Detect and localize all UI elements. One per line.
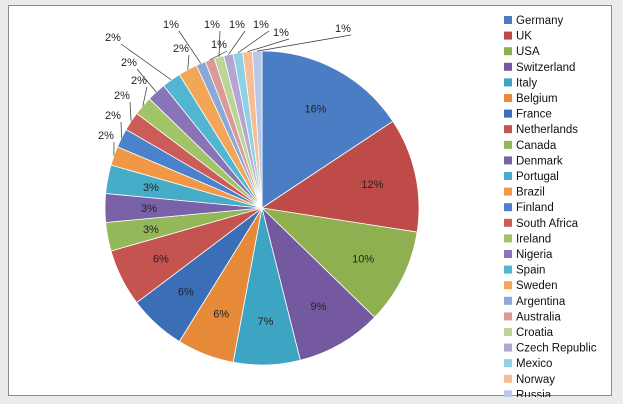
legend-label-finland: Finland [516, 202, 554, 214]
slice-label-australia: 1% [211, 39, 227, 51]
leader-line-spain [120, 43, 172, 81]
leader-lines [113, 30, 352, 156]
legend-label-netherlands: Netherlands [516, 124, 578, 136]
leader-line-sweden [187, 54, 190, 70]
legend-label-mexico: Mexico [516, 358, 552, 370]
legend-label-brazil: Brazil [516, 187, 545, 199]
legend-swatch-australia [504, 312, 512, 321]
legend-swatch-norway [504, 374, 512, 383]
slice-label-spain: 2% [105, 32, 121, 44]
slice-label-norway: 1% [273, 27, 289, 39]
slice-label-switzerland: 9% [311, 301, 327, 313]
legend-label-switzerland: Switzerland [516, 62, 575, 74]
slice-label-canada: 3% [143, 224, 159, 236]
legend-swatch-finland [504, 203, 512, 212]
pie-slice-russia [251, 50, 263, 209]
legend-label-czech-republic: Czech Republic [516, 343, 597, 355]
legend-swatch-mexico [504, 359, 512, 368]
pie-chart: 16%12%10%9%7%6%6%6%3%3%3%2%2%2%2%2%2%2%1… [98, 15, 597, 397]
slice-label-italy: 7% [258, 316, 274, 328]
leader-line-croatia [218, 30, 221, 58]
leader-line-australia [209, 50, 228, 61]
legend-swatch-russia [504, 390, 512, 397]
pie-slice-uk [260, 120, 420, 233]
leader-line-finland [120, 121, 122, 139]
legend-swatch-argentina [504, 296, 512, 305]
slice-label-argentina: 1% [163, 19, 179, 31]
legend-swatch-switzerland [504, 62, 512, 71]
legend-swatch-belgium [504, 94, 512, 102]
slice-label-france: 6% [178, 287, 194, 299]
chart-frame: 16% 12% 10% 9% 7% 6% 6% 6% 3% 3% 3% 2% 2% 2% 2% 2% 2% 2% 1… [8, 5, 612, 397]
pie-slice-germany [261, 50, 394, 209]
legend-label-portugal: Portugal [516, 171, 559, 183]
legend-swatch-uk [504, 31, 512, 40]
slice-label-portugal: 3% [143, 182, 159, 194]
slice-label-ireland: 2% [131, 75, 147, 87]
slice-label-croatia: 1% [204, 19, 220, 31]
legend-swatch-spain [504, 265, 512, 274]
legend-label-uk: UK [516, 31, 532, 43]
legend-swatch-usa [504, 47, 512, 56]
legend-label-argentina: Argentina [516, 296, 566, 308]
pie-slice-usa [260, 207, 418, 318]
legend-label-norway: Norway [516, 374, 555, 386]
leader-line-nigeria [136, 68, 157, 93]
slice-value-labels: 16%12%10%9%7%6%6%6%3%3%3%2%2%2%2%2%2%2%1… [98, 19, 384, 328]
leader-line-norway [247, 38, 290, 53]
legend-swatch-brazil [504, 187, 512, 196]
legend-swatch-sweden [504, 281, 512, 290]
legend-swatch-denmark [504, 156, 512, 165]
pie-slice-switzerland [261, 206, 376, 361]
legend-label-usa: USA [516, 46, 540, 58]
legend-swatch-czech-republic [504, 343, 512, 352]
legend-swatch-france [504, 109, 512, 118]
legend-swatch-ireland [504, 234, 512, 243]
legend-label-france: France [516, 109, 552, 121]
leader-line-czech-republic [228, 30, 246, 55]
legend-swatch-netherlands [504, 125, 512, 134]
slice-label-netherlands: 6% [153, 253, 169, 265]
slice-label-sweden: 2% [173, 43, 189, 55]
legend-swatch-italy [504, 78, 512, 87]
legend-swatch-portugal [504, 172, 512, 180]
legend-label-germany: Germany [516, 15, 564, 27]
leader-line-south-africa [129, 101, 132, 122]
slice-label-uk: 12% [361, 179, 383, 191]
leader-line-ireland [142, 86, 148, 106]
slice-label-finland: 2% [105, 110, 121, 122]
leader-line-russia [257, 34, 352, 52]
legend-label-russia: Russia [516, 389, 552, 397]
legend-label-south-africa: South Africa [516, 218, 579, 230]
slice-label-mexico: 1% [253, 19, 269, 31]
legend-label-canada: Canada [516, 140, 557, 152]
slice-label-denmark: 3% [141, 203, 157, 215]
pie-slices [104, 50, 420, 366]
legend-label-australia: Australia [516, 311, 561, 323]
slice-label-south-africa: 2% [114, 90, 130, 102]
legend-label-ireland: Ireland [516, 233, 551, 245]
slice-label-belgium: 6% [213, 308, 229, 320]
legend-label-spain: Spain [516, 265, 545, 277]
leader-line-mexico [237, 30, 270, 54]
slice-label-czech-republic: 1% [229, 19, 245, 31]
legend-label-croatia: Croatia [516, 327, 554, 339]
legend-label-belgium: Belgium [516, 93, 558, 105]
legend-swatch-south-africa [504, 218, 512, 227]
legend-swatch-croatia [504, 328, 512, 336]
slice-label-germany: 16% [304, 103, 326, 115]
legend-label-nigeria: Nigeria [516, 249, 553, 261]
leader-line-argentina [178, 30, 202, 64]
slice-label-nigeria: 2% [121, 57, 137, 69]
legend-label-italy: Italy [516, 77, 537, 89]
slice-label-brazil: 2% [98, 130, 114, 142]
legend-swatch-germany [504, 16, 512, 24]
slice-label-usa: 10% [352, 253, 374, 265]
slice-label-russia: 1% [335, 23, 351, 35]
legend-label-denmark: Denmark [516, 155, 563, 167]
legend-label-sweden: Sweden [516, 280, 558, 292]
legend-swatch-nigeria [504, 250, 512, 258]
legend-swatch-canada [504, 140, 512, 149]
legend: Germany UK USA Switzerland Italy Belgium Franc… [504, 15, 597, 397]
